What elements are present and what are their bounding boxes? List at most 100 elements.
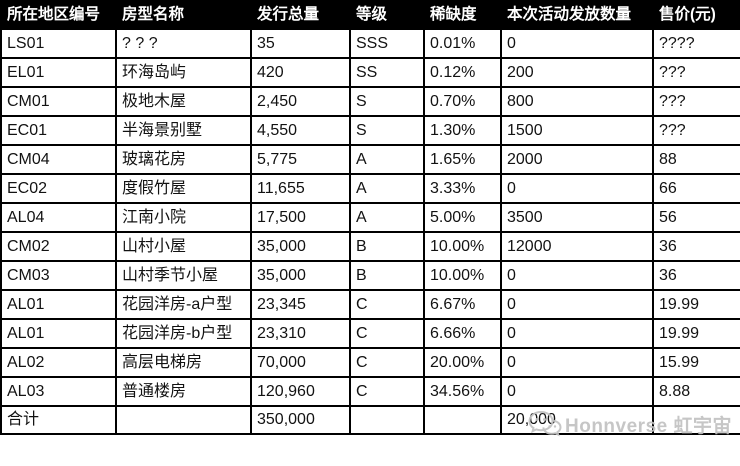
level-cell: S	[349, 115, 425, 146]
event-quantity-cell: 0	[500, 173, 654, 204]
house-name-cell: 山村小屋	[115, 231, 252, 262]
level-cell: S	[349, 86, 425, 117]
rarity-cell: 0.70%	[423, 86, 502, 117]
house-name-cell: 花园洋房-b户型	[115, 318, 252, 349]
table-row: CM04 玻璃花房 5,775 A 1.65% 2000 88	[0, 144, 740, 175]
price-cell: 15.99	[652, 347, 740, 378]
price-cell	[652, 405, 740, 435]
housing-table: 所在地区编号 房型名称 发行总量 等级 稀缺度 本次活动发放数量 售价(元) L…	[0, 0, 740, 435]
rarity-cell: 0.12%	[423, 57, 502, 88]
rarity-cell: 3.33%	[423, 173, 502, 204]
col-header-event-quantity: 本次活动发放数量	[500, 0, 654, 30]
total-row: 合计 350,000 20,000	[0, 405, 740, 435]
event-quantity-cell: 0	[500, 260, 654, 291]
table-row: CM01 极地木屋 2,450 S 0.70% 800???	[0, 86, 740, 117]
region-code-cell: CM03	[0, 260, 117, 291]
region-code-cell: EC02	[0, 173, 117, 204]
table-row: EC02 度假竹屋 11,655 A 3.33% 0 66	[0, 173, 740, 204]
level-cell: C	[349, 289, 425, 320]
table-row: AL01 花园洋房-b户型 23,310 C 6.66% 0 19.99	[0, 318, 740, 349]
rarity-cell	[423, 405, 502, 435]
col-header-total-supply: 发行总量	[250, 0, 351, 30]
level-cell: SSS	[349, 28, 425, 59]
table-row: CM02 山村小屋 35,000 B 10.00% 12000 36	[0, 231, 740, 262]
event-quantity-cell: 2000	[500, 144, 654, 175]
house-name-cell: 山村季节小屋	[115, 260, 252, 291]
total-supply-cell: 17,500	[250, 202, 351, 233]
price-cell: 56	[652, 202, 740, 233]
rarity-cell: 1.30%	[423, 115, 502, 146]
rarity-cell: 10.00%	[423, 231, 502, 262]
event-quantity-cell: 1500	[500, 115, 654, 146]
region-code-cell: AL01	[0, 318, 117, 349]
level-cell: A	[349, 144, 425, 175]
region-code-cell: AL02	[0, 347, 117, 378]
total-supply-cell: 120,960	[250, 376, 351, 407]
rarity-cell: 20.00%	[423, 347, 502, 378]
total-supply-cell: 5,775	[250, 144, 351, 175]
header-row: 所在地区编号 房型名称 发行总量 等级 稀缺度 本次活动发放数量 售价(元)	[0, 0, 740, 30]
table-row: AL02 高层电梯房 70,000 C 20.00% 0 15.99	[0, 347, 740, 378]
total-supply-cell: 35,000	[250, 260, 351, 291]
region-code-cell: CM01	[0, 86, 117, 117]
total-label-cell: 合计	[0, 405, 117, 435]
rarity-cell: 0.01%	[423, 28, 502, 59]
level-cell: A	[349, 173, 425, 204]
level-cell: B	[349, 260, 425, 291]
total-supply-cell: 23,310	[250, 318, 351, 349]
rarity-cell: 34.56%	[423, 376, 502, 407]
rarity-cell: 1.65%	[423, 144, 502, 175]
house-name-cell: 环海岛屿	[115, 57, 252, 88]
event-quantity-cell: 0	[500, 347, 654, 378]
price-cell: ????	[652, 28, 740, 59]
region-code-cell: CM02	[0, 231, 117, 262]
table-row: LS01? ? ? 35 SSS 0.01% 0????	[0, 28, 740, 59]
event-quantity-cell: 0	[500, 289, 654, 320]
price-cell: ???	[652, 115, 740, 146]
col-header-house-name: 房型名称	[115, 0, 252, 30]
price-cell: 66	[652, 173, 740, 204]
region-code-cell: EL01	[0, 57, 117, 88]
total-supply-cell: 11,655	[250, 173, 351, 204]
rarity-cell: 5.00%	[423, 202, 502, 233]
event-quantity-cell: 0	[500, 376, 654, 407]
house-name-cell: 江南小院	[115, 202, 252, 233]
level-cell: SS	[349, 57, 425, 88]
col-header-region-code: 所在地区编号	[0, 0, 117, 30]
total-supply-cell: 420	[250, 57, 351, 88]
event-quantity-sum-cell: 20,000	[500, 405, 654, 435]
table-row: EC01 半海景别墅 4,550 S 1.30% 1500???	[0, 115, 740, 146]
price-cell: ???	[652, 57, 740, 88]
level-cell: C	[349, 376, 425, 407]
house-name-cell: 玻璃花房	[115, 144, 252, 175]
table-row: CM03 山村季节小屋 35,000 B 10.00% 0 36	[0, 260, 740, 291]
price-cell: 19.99	[652, 289, 740, 320]
house-name-cell: 普通楼房	[115, 376, 252, 407]
table-row: AL01 花园洋房-a户型 23,345 C 6.67% 0 19.99	[0, 289, 740, 320]
event-quantity-cell: 12000	[500, 231, 654, 262]
event-quantity-cell: 0	[500, 318, 654, 349]
region-code-cell: AL03	[0, 376, 117, 407]
house-name-cell	[115, 405, 252, 435]
region-code-cell: CM04	[0, 144, 117, 175]
price-cell: 88	[652, 144, 740, 175]
total-supply-cell: 35,000	[250, 231, 351, 262]
table-row: AL04 江南小院 17,500 A 5.00% 3500 56	[0, 202, 740, 233]
price-cell: 36	[652, 231, 740, 262]
event-quantity-cell: 800	[500, 86, 654, 117]
event-quantity-cell: 200	[500, 57, 654, 88]
total-supply-sum-cell: 350,000	[250, 405, 351, 435]
table-row: EL01 环海岛屿 420 SS 0.12% 200???	[0, 57, 740, 88]
region-code-cell: LS01	[0, 28, 117, 59]
level-cell: A	[349, 202, 425, 233]
region-code-cell: AL01	[0, 289, 117, 320]
level-cell: B	[349, 231, 425, 262]
total-supply-cell: 23,345	[250, 289, 351, 320]
level-cell	[349, 405, 425, 435]
price-cell: 36	[652, 260, 740, 291]
house-name-cell: 半海景别墅	[115, 115, 252, 146]
region-code-cell: EC01	[0, 115, 117, 146]
price-cell: 8.88	[652, 376, 740, 407]
event-quantity-cell: 3500	[500, 202, 654, 233]
